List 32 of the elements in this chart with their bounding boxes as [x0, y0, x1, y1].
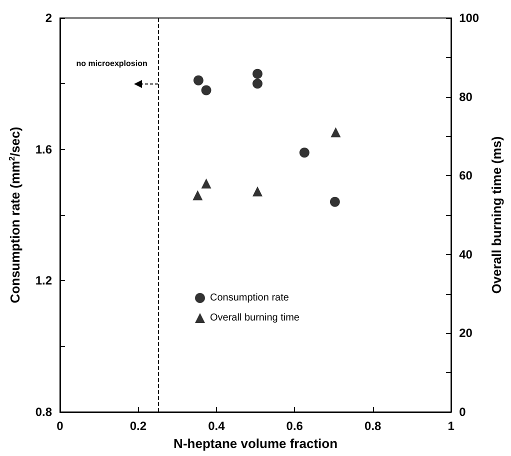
- y2-axis-title: Overall burning time (ms): [489, 136, 504, 294]
- annotation: no microexplosion: [76, 59, 148, 68]
- point: [192, 190, 203, 200]
- y2-tick-label: 80: [459, 90, 473, 104]
- point: [330, 196, 340, 207]
- x-tick-label: 0.4: [208, 419, 226, 433]
- point: [201, 178, 212, 188]
- y-tick-label: 1.2: [35, 274, 52, 288]
- y2-tick-label: 60: [459, 168, 473, 183]
- x-tick-label: 0.2: [130, 419, 147, 433]
- point: [252, 68, 262, 79]
- y2-tick-label: 20: [459, 326, 473, 340]
- x-tick-label: 0.8: [364, 419, 382, 433]
- point: [201, 85, 212, 96]
- y-axis-title: Consumption rate (mm2/sec): [8, 126, 22, 304]
- x-tick-label: 0.6: [286, 419, 304, 433]
- point: [252, 186, 262, 196]
- x-tick-label: 0: [56, 419, 64, 433]
- legend-label: Overall burning time: [210, 312, 300, 324]
- point: [193, 75, 204, 86]
- y-tick-label: 1.6: [35, 142, 52, 156]
- y-tick-label: 2: [45, 11, 52, 25]
- y2-tick-label: 40: [459, 247, 473, 262]
- y2-tick-label: 100: [459, 11, 480, 25]
- point: [252, 78, 262, 89]
- x-tick-label: 1: [448, 419, 455, 433]
- x-axis-title: N-heptane volume fraction: [174, 436, 338, 451]
- point: [299, 148, 310, 158]
- y-tick-label: 0.8: [35, 405, 52, 419]
- point: [330, 127, 341, 138]
- legend-label: Consumption rate: [210, 292, 290, 304]
- y2-tick-label: 0: [459, 405, 466, 419]
